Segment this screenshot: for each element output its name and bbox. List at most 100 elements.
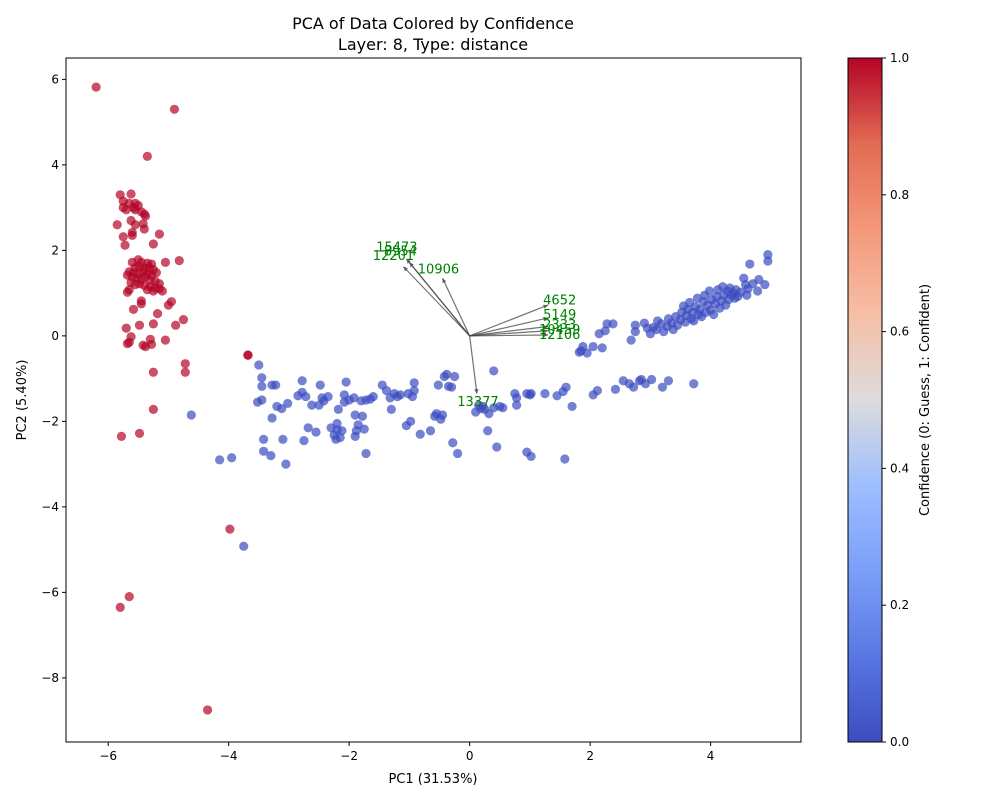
data-point — [202, 705, 213, 715]
loading-arrow — [469, 304, 549, 337]
x-tick-label: −4 — [220, 749, 238, 763]
colorbar-tick-label: 0.0 — [890, 735, 909, 749]
data-point — [186, 410, 196, 420]
colorbar-tick-label: 0.2 — [890, 598, 909, 612]
loading-arrowhead — [406, 258, 411, 264]
data-point — [124, 592, 134, 602]
data-point — [630, 320, 640, 330]
data-point — [526, 388, 536, 399]
data-point — [760, 279, 770, 290]
data-point — [406, 416, 416, 426]
colorbar-tick-label: 0.4 — [890, 461, 909, 475]
data-point — [215, 455, 225, 465]
data-point — [745, 259, 755, 269]
data-point — [689, 379, 699, 389]
loading-label: 15473 — [376, 240, 417, 255]
data-point — [148, 319, 158, 329]
data-point — [278, 434, 288, 444]
data-point — [243, 350, 253, 360]
data-point — [492, 442, 502, 452]
data-point — [332, 418, 342, 429]
data-point — [663, 376, 674, 386]
data-point — [349, 393, 359, 403]
x-tick-label: −6 — [99, 749, 117, 763]
data-point — [142, 285, 152, 295]
data-point — [754, 274, 764, 285]
data-point — [646, 374, 657, 385]
x-tick-label: −2 — [340, 749, 358, 763]
data-point — [130, 220, 140, 230]
data-point — [180, 367, 190, 377]
data-point — [157, 286, 167, 296]
data-point — [498, 403, 508, 413]
data-point — [567, 401, 577, 412]
data-point — [350, 410, 360, 420]
x-tick-label: 2 — [586, 749, 594, 763]
data-point — [160, 335, 171, 345]
loading-label: 5149 — [543, 308, 576, 323]
data-point — [386, 404, 396, 415]
data-point — [151, 268, 161, 278]
loading-arrow — [469, 317, 549, 337]
loading-arrow — [469, 334, 548, 337]
scatter-points — [91, 82, 773, 715]
data-point — [425, 426, 436, 436]
data-point — [753, 286, 763, 296]
data-point — [361, 448, 371, 459]
loading-label: 10906 — [418, 263, 459, 278]
data-point — [259, 446, 269, 456]
loading-arrowhead — [543, 328, 548, 334]
plot-frame — [65, 57, 802, 743]
data-point — [257, 373, 267, 383]
data-point — [657, 382, 668, 392]
data-point — [227, 453, 237, 463]
chart-subtitle: Layer: 8, Type: distance — [338, 35, 528, 54]
data-point — [136, 299, 146, 309]
data-point — [281, 459, 291, 469]
data-point — [139, 224, 149, 234]
data-point — [112, 220, 122, 230]
data-point — [148, 239, 158, 249]
loading-arrowhead — [542, 304, 548, 309]
loading-arrowhead — [409, 262, 414, 268]
plot-area — [66, 58, 801, 742]
data-point — [442, 369, 452, 379]
data-point — [597, 343, 607, 353]
data-point — [174, 256, 184, 266]
data-point — [449, 371, 460, 382]
y-tick-label: −6 — [41, 585, 59, 599]
loading-arrow — [402, 266, 471, 337]
data-point — [323, 391, 333, 402]
data-point — [489, 366, 499, 376]
loading-arrowhead — [543, 316, 548, 322]
data-point — [142, 151, 152, 161]
y-tick-label: 0 — [51, 329, 59, 343]
data-point — [311, 427, 321, 437]
data-point — [709, 309, 719, 320]
y-tick-label: 4 — [51, 158, 59, 172]
data-point — [307, 400, 317, 410]
data-point — [178, 315, 189, 325]
loading-arrow — [469, 325, 549, 337]
data-point — [333, 404, 343, 415]
y-tick-label: −4 — [41, 500, 59, 514]
data-point — [180, 359, 190, 369]
data-point — [608, 319, 618, 329]
data-point — [610, 384, 621, 394]
data-point — [540, 388, 550, 399]
data-point — [271, 380, 281, 390]
data-point — [763, 256, 773, 266]
colorbar-ticks: 0.0 0.2 0.4 0.6 0.8 1.0 — [882, 51, 909, 749]
data-point — [512, 393, 522, 403]
data-point — [277, 403, 287, 414]
data-point — [128, 304, 139, 314]
data-point — [121, 323, 131, 333]
data-point — [415, 429, 425, 439]
x-tick-label: 0 — [466, 749, 474, 763]
data-point — [266, 450, 276, 461]
loading-arrowhead — [474, 388, 479, 394]
data-point — [628, 382, 639, 392]
data-point — [395, 390, 405, 400]
